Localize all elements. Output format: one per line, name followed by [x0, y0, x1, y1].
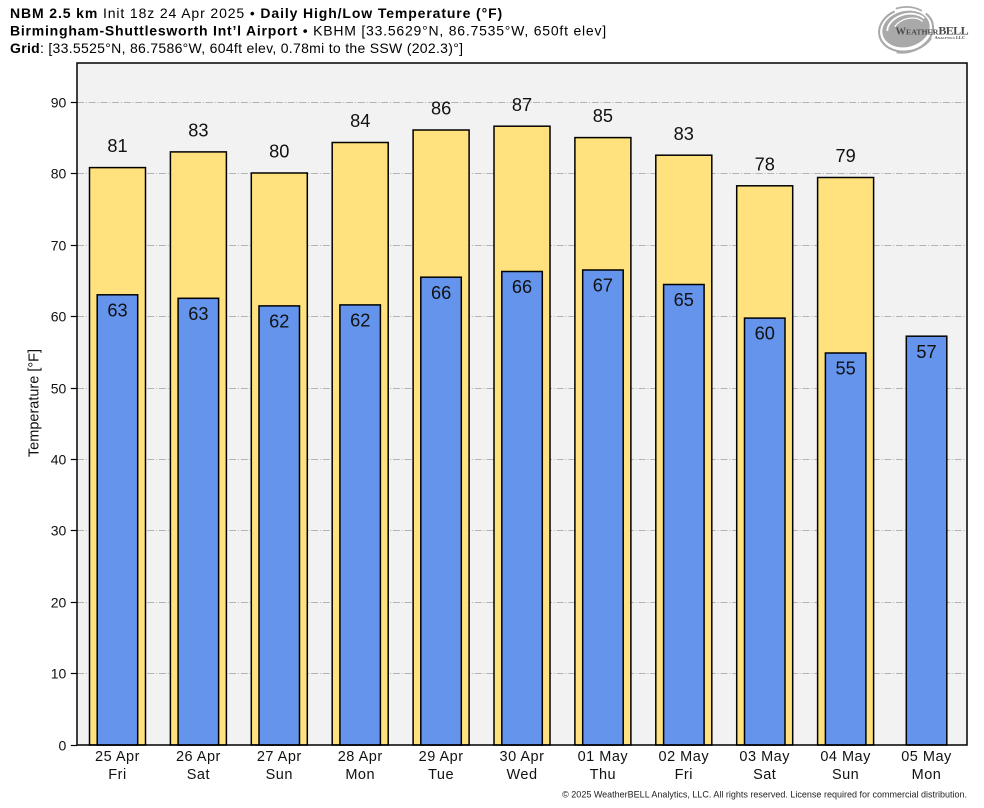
svg-text:Mon: Mon [345, 767, 375, 783]
svg-text:40: 40 [51, 451, 67, 467]
svg-text:02 May: 02 May [659, 749, 710, 765]
svg-text:70: 70 [51, 237, 67, 253]
svg-text:83: 83 [188, 121, 208, 141]
svg-text:63: 63 [107, 300, 127, 320]
svg-text:ANALYTICS LLC: ANALYTICS LLC [934, 35, 965, 40]
svg-text:© 2025 WeatherBELL Analytics,: © 2025 WeatherBELL Analytics, LLC. All r… [562, 789, 967, 799]
svg-text:62: 62 [350, 311, 370, 331]
svg-text:57: 57 [916, 342, 936, 362]
svg-text:86: 86 [431, 99, 451, 119]
svg-text:28 Apr: 28 Apr [338, 749, 383, 765]
svg-text:05 May: 05 May [901, 749, 952, 765]
svg-text:10: 10 [51, 665, 67, 681]
svg-text:29 Apr: 29 Apr [419, 749, 464, 765]
svg-text:Thu: Thu [590, 767, 617, 783]
svg-text:50: 50 [51, 380, 67, 396]
svg-text:26 Apr: 26 Apr [176, 749, 221, 765]
svg-text:80: 80 [51, 165, 67, 181]
svg-text:83: 83 [674, 124, 694, 144]
svg-text:81: 81 [107, 136, 127, 156]
svg-text:66: 66 [512, 277, 532, 297]
svg-text:04 May: 04 May [820, 749, 871, 765]
svg-text:60: 60 [755, 324, 775, 344]
svg-text:Temperature [°F]: Temperature [°F] [27, 349, 43, 457]
svg-text:90: 90 [51, 94, 67, 110]
svg-text:Fri: Fri [675, 767, 693, 783]
svg-text:25 Apr: 25 Apr [95, 749, 140, 765]
svg-text:79: 79 [835, 146, 855, 166]
svg-text:Sat: Sat [187, 767, 210, 783]
svg-text:84: 84 [350, 111, 370, 131]
svg-text:80: 80 [269, 142, 289, 162]
svg-text:30 Apr: 30 Apr [500, 749, 545, 765]
svg-text:Fri: Fri [108, 767, 126, 783]
svg-text:Mon: Mon [912, 767, 942, 783]
svg-text:78: 78 [755, 154, 775, 174]
svg-text:Grid: [33.5525°N, 86.7586°W, 6: Grid: [33.5525°N, 86.7586°W, 604ft elev,… [10, 40, 463, 56]
svg-text:Sat: Sat [753, 767, 776, 783]
svg-text:Wed: Wed [506, 767, 537, 783]
svg-text:Tue: Tue [428, 767, 454, 783]
svg-text:55: 55 [835, 359, 855, 379]
svg-text:NBM 2.5 km Init 18z 24 Apr 202: NBM 2.5 km Init 18z 24 Apr 2025 • Daily … [10, 5, 503, 21]
svg-text:65: 65 [674, 290, 694, 310]
svg-text:66: 66 [431, 283, 451, 303]
svg-text:63: 63 [188, 304, 208, 324]
svg-text:30: 30 [51, 522, 67, 538]
svg-text:27 Apr: 27 Apr [257, 749, 302, 765]
svg-text:Sun: Sun [266, 767, 293, 783]
svg-text:62: 62 [269, 312, 289, 332]
svg-text:85: 85 [593, 106, 613, 126]
svg-text:67: 67 [593, 276, 613, 296]
svg-text:0: 0 [59, 737, 67, 753]
svg-text:01 May: 01 May [578, 749, 629, 765]
svg-text:WEATHERBELL: WEATHERBELL [896, 23, 969, 37]
svg-text:20: 20 [51, 594, 67, 610]
svg-text:87: 87 [512, 95, 532, 115]
svg-text:Birmingham-Shuttlesworth Int’l: Birmingham-Shuttlesworth Int’l Airport •… [10, 23, 607, 39]
svg-text:60: 60 [51, 308, 67, 324]
svg-text:03 May: 03 May [739, 749, 790, 765]
svg-text:Sun: Sun [832, 767, 859, 783]
